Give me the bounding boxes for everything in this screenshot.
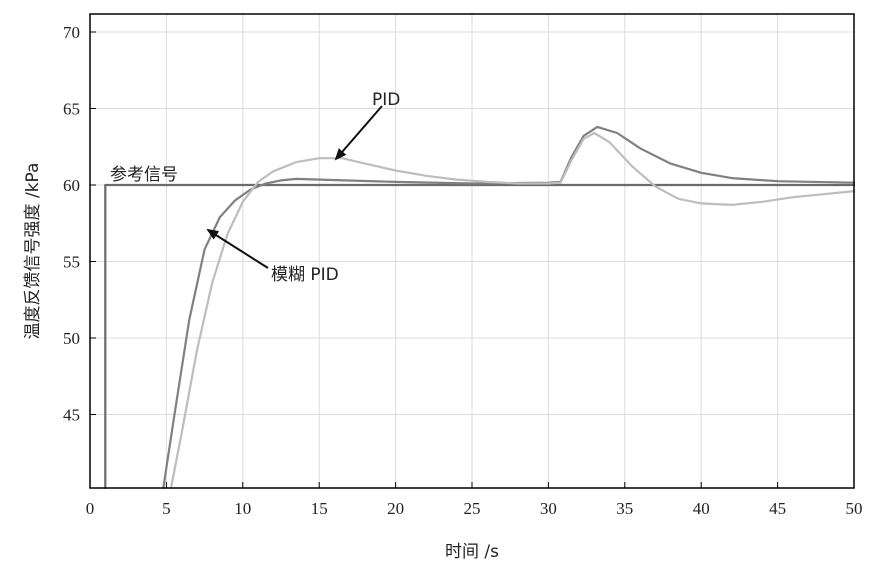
pid-label: PID: [372, 90, 400, 110]
x-tick-label: 0: [86, 499, 95, 518]
x-axis-title: 时间 /s: [445, 542, 499, 562]
reference-signal-label: 参考信号: [110, 165, 178, 185]
y-tick-label: 50: [63, 329, 80, 348]
x-tick-label: 20: [387, 499, 404, 518]
y-tick-label: 65: [63, 100, 80, 119]
fuzzy-pid-line: [162, 125, 856, 490]
x-tick-label: 5: [162, 499, 171, 518]
x-tick-label: 35: [616, 499, 633, 518]
reference-signal-line: [104, 183, 856, 490]
y-tick-label: 55: [63, 253, 80, 272]
x-tick-label: 25: [464, 499, 481, 518]
x-tick-label: 40: [693, 499, 710, 518]
series-group: [104, 125, 856, 490]
fuzzy-pid-arrow: [206, 228, 269, 269]
grid-lines: [90, 14, 854, 488]
x-tick-label: 45: [769, 499, 786, 518]
y-axis-title: 温度反馈信号强度 /kPa: [23, 163, 43, 340]
fuzzy-pid-label: 模糊 PID: [271, 265, 339, 285]
x-tick-label: 10: [234, 499, 251, 518]
y-tick-label: 60: [63, 176, 80, 195]
pid-arrow: [334, 105, 383, 161]
tick-group: 0 5 10 15 20 25 30 35 40 45 50 45 50 55 60 65 70: [63, 23, 863, 518]
x-tick-label: 30: [540, 499, 557, 518]
y-tick-label: 45: [63, 406, 80, 425]
x-tick-label: 15: [311, 499, 328, 518]
x-tick-label: 50: [846, 499, 863, 518]
pid-line: [169, 131, 856, 490]
y-tick-label: 70: [63, 23, 80, 42]
